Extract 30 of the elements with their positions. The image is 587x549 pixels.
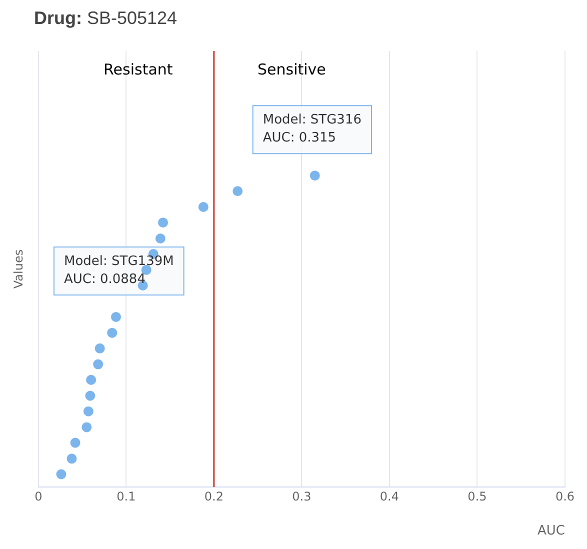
x-axis-title: AUC (538, 524, 565, 539)
text: Resistant (104, 60, 173, 78)
point (155, 233, 166, 244)
x-tick-label: 0.5 (468, 489, 487, 504)
x-tick-label: 0.4 (380, 489, 400, 504)
point (198, 202, 208, 212)
x-tick-label: 0.1 (116, 489, 136, 504)
x-tick-label: 0 (34, 489, 42, 504)
point (83, 406, 94, 416)
point (232, 186, 243, 196)
x-tick-label: 0.2 (204, 489, 224, 504)
point (93, 359, 104, 370)
point (310, 170, 320, 181)
point (85, 390, 96, 401)
point (94, 343, 105, 354)
point (82, 422, 92, 432)
point (86, 374, 96, 385)
point (107, 328, 118, 338)
point (56, 469, 66, 480)
point (110, 312, 121, 322)
chart-title: Drug: SB-505124 (34, 8, 178, 28)
point (70, 438, 80, 448)
annotation: Model: STG316 AUC: 0.315 (262, 112, 362, 146)
x-tick-label: 0.6 (555, 489, 575, 504)
y-axis-title: Values (11, 249, 26, 289)
point (66, 454, 77, 464)
point (158, 218, 168, 228)
text: Sensitive (257, 60, 326, 78)
annotation: Model: STG139M AUC: 0.0884 (64, 254, 174, 287)
x-tick-label: 0.3 (292, 489, 312, 504)
